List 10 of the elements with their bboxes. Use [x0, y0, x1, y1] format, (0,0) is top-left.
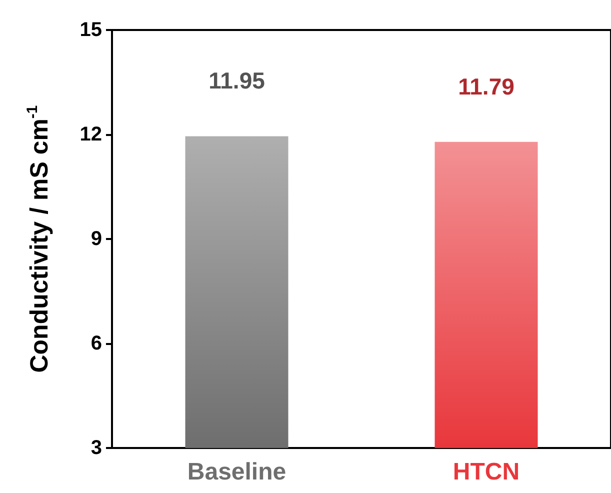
- y-tick-label: 15: [80, 19, 102, 41]
- x-tick-label: Baseline: [187, 458, 286, 486]
- y-axis-title: Conductivity / mS cm-1: [24, 105, 54, 373]
- y-tick-label: 3: [90, 437, 102, 459]
- data-label: 11.95: [208, 68, 266, 94]
- x-tick-label: HTCN: [452, 458, 520, 486]
- y-tick-label: 6: [90, 332, 102, 354]
- y-tick-label: 12: [80, 124, 102, 146]
- data-label: 11.79: [458, 73, 514, 100]
- y-tick-label: 9: [90, 228, 102, 250]
